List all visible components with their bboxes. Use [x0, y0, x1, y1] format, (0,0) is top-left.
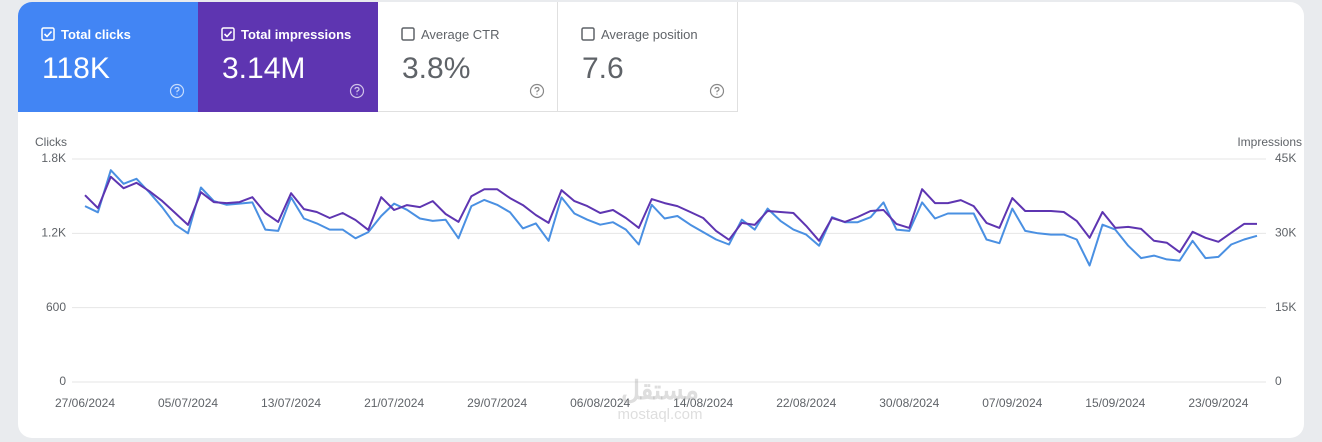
metric-label: Total clicks: [61, 27, 131, 42]
x-tick-label: 13/07/2024: [261, 396, 321, 410]
y2-tick-label: 15K: [1275, 300, 1296, 314]
y2-tick-label: 30K: [1275, 226, 1296, 240]
y-tick-label: 1.2K: [41, 226, 66, 240]
y-axis-title: Clicks: [35, 135, 67, 149]
x-tick-label: 27/06/2024: [55, 396, 115, 410]
metric-value: 3.8%: [402, 52, 471, 85]
y2-tick-label: 0: [1275, 374, 1282, 388]
metric-tile[interactable]: Total clicks 118K: [18, 2, 198, 112]
performance-card: Total clicks 118K Total impressions 3.14M Av…: [18, 2, 1304, 438]
checkbox[interactable]: [401, 27, 415, 41]
metric-label: Average position: [601, 27, 698, 42]
x-tick-label: 14/08/2024: [673, 396, 733, 410]
metric-value: 118K: [42, 52, 110, 85]
x-tick-label: 22/08/2024: [776, 396, 836, 410]
metric-value: 7.6: [582, 52, 624, 85]
x-tick-label: 30/08/2024: [879, 396, 939, 410]
metric-label: Total impressions: [241, 27, 352, 42]
help-icon[interactable]: [349, 83, 365, 99]
y-tick-label: 0: [59, 374, 66, 388]
help-icon[interactable]: [529, 83, 545, 99]
x-tick-label: 15/09/2024: [1085, 396, 1145, 410]
series-line: [84, 175, 1257, 254]
y-tick-label: 1.8K: [41, 151, 66, 165]
help-icon[interactable]: [169, 83, 185, 99]
x-tick-label: 06/08/2024: [570, 396, 630, 410]
watermark-latin: mostaql.com: [617, 406, 703, 423]
watermark-arabic: مستقل: [621, 375, 699, 405]
x-tick-label: 07/09/2024: [982, 396, 1042, 410]
y2-tick-label: 45K: [1275, 151, 1296, 165]
checkbox[interactable]: [41, 27, 55, 41]
checkbox[interactable]: [581, 27, 595, 41]
metric-tile[interactable]: Average position 7.6: [558, 2, 738, 112]
checkbox[interactable]: [221, 27, 235, 41]
metric-tile[interactable]: Average CTR 3.8%: [378, 2, 558, 112]
metric-tile[interactable]: Total impressions 3.14M: [198, 2, 378, 112]
watermark: مستقل mostaql.com: [600, 375, 720, 423]
metric-value: 3.14M: [222, 52, 306, 85]
x-tick-label: 05/07/2024: [158, 396, 218, 410]
x-tick-label: 21/07/2024: [364, 396, 424, 410]
y2-axis-title: Impressions: [1237, 135, 1302, 149]
y-tick-label: 600: [46, 300, 66, 314]
x-tick-label: 23/09/2024: [1188, 396, 1248, 410]
help-icon[interactable]: [709, 83, 725, 99]
x-tick-label: 29/07/2024: [467, 396, 527, 410]
series-line: [84, 169, 1258, 267]
metric-label: Average CTR: [421, 27, 500, 42]
